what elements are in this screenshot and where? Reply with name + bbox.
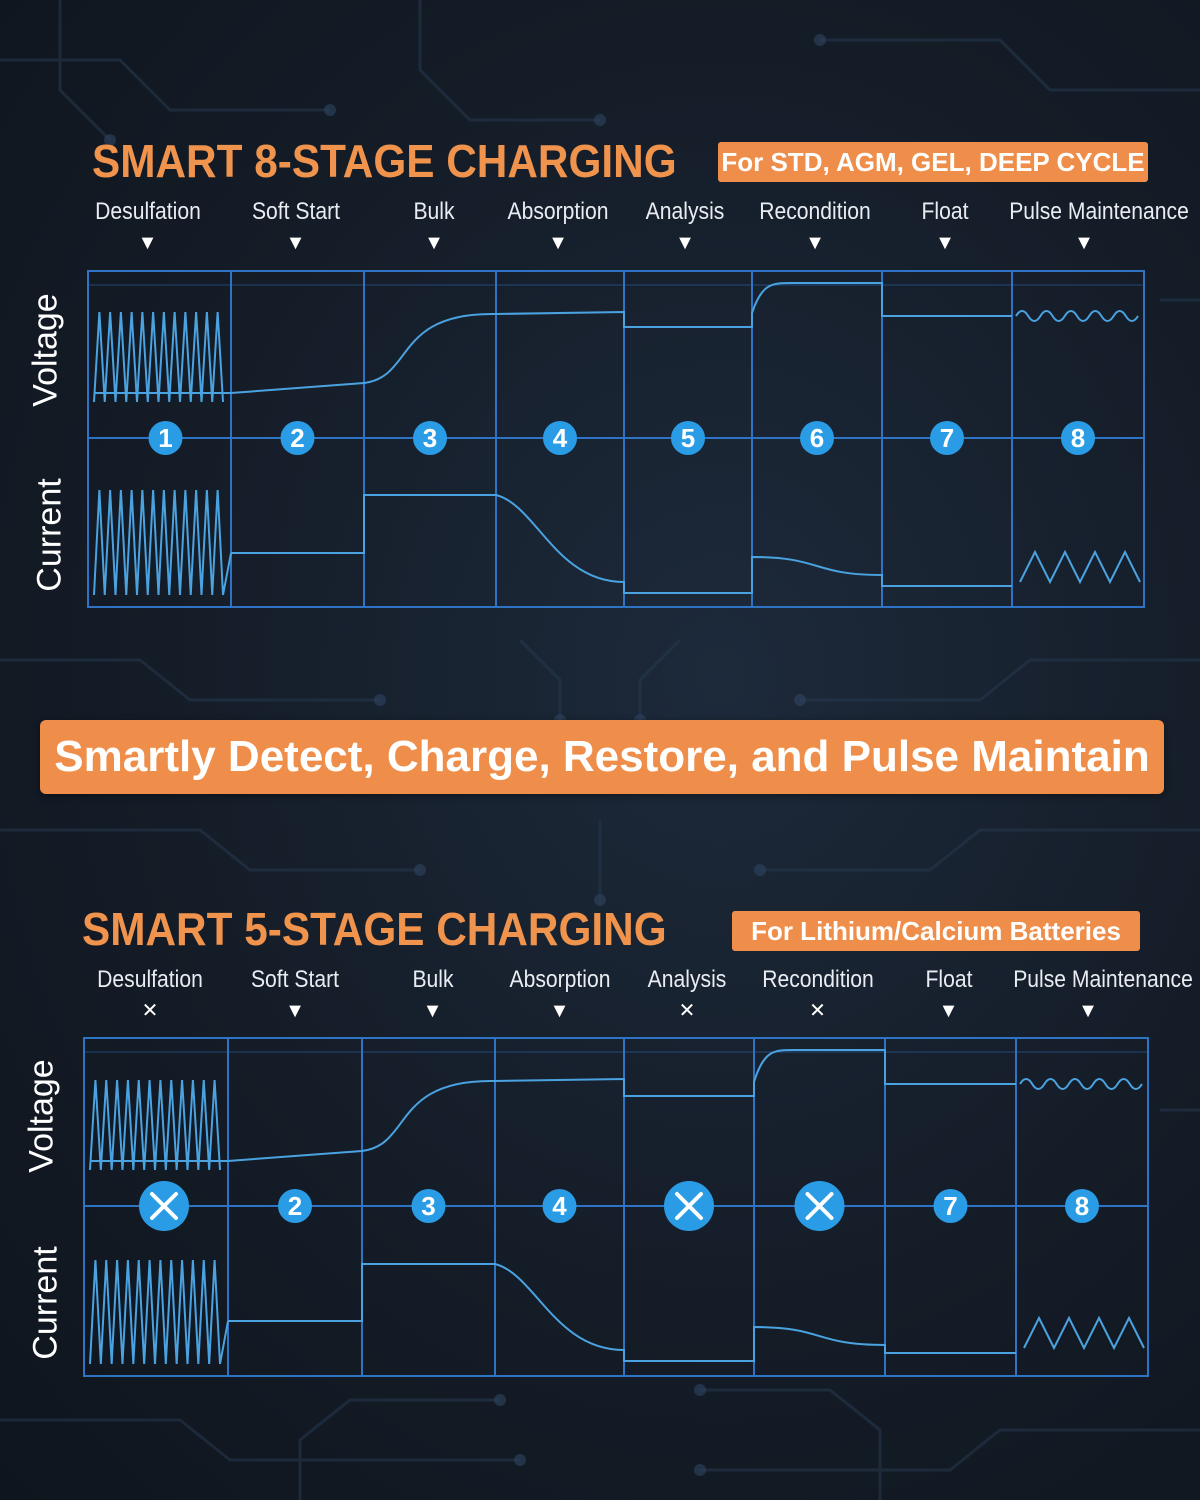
stage-marker-3: 3 xyxy=(413,421,447,455)
cross-icon: ✕ xyxy=(809,1000,826,1022)
pulse-voltage-ripple xyxy=(1015,310,1139,322)
stage-label-4: Absorption ▼ xyxy=(473,198,643,256)
stage-label-4: Absorption ▼ xyxy=(475,966,645,1024)
svg-text:1: 1 xyxy=(158,423,172,453)
stage-label-1: Desulfation ✕ xyxy=(65,966,235,1024)
svg-text:7: 7 xyxy=(943,1191,957,1221)
cross-icon: ✕ xyxy=(141,1000,159,1022)
stage-marker-4: 4 xyxy=(543,421,577,455)
down-triangle-icon: ▼ xyxy=(675,232,695,254)
desulfation-current-wave xyxy=(89,1259,229,1365)
stage-name: Desulfation xyxy=(94,198,201,225)
stage-label-2: Soft Start ▼ xyxy=(211,198,381,256)
stage-name: Analysis xyxy=(645,198,725,225)
stage-disabled-icon-1 xyxy=(139,1181,189,1231)
stage-marker-3: 3 xyxy=(411,1189,446,1223)
desulfation-current-wave xyxy=(93,489,232,596)
stage-disabled-icon-6 xyxy=(794,1181,845,1231)
svg-text:5: 5 xyxy=(681,423,695,453)
stage-name: Desulfation xyxy=(97,966,203,993)
stage-marker-1: 1 xyxy=(148,421,183,455)
down-triangle-icon: ▼ xyxy=(935,232,955,254)
svg-text:2: 2 xyxy=(290,423,304,453)
svg-text:3: 3 xyxy=(421,1191,435,1221)
stage-marker-7: 7 xyxy=(930,421,964,455)
stage-name: Recondition xyxy=(761,966,874,993)
down-triangle-icon: ▼ xyxy=(422,1000,443,1022)
svg-text:4: 4 xyxy=(553,423,568,453)
grid xyxy=(83,1037,1149,1377)
down-triangle-icon: ▼ xyxy=(285,232,306,254)
pulse-current-wave xyxy=(1019,549,1141,585)
svg-text:8: 8 xyxy=(1075,1191,1089,1221)
down-triangle-icon: ▼ xyxy=(805,232,825,254)
down-triangle-icon: ▼ xyxy=(1078,1000,1098,1022)
stage-name: Analysis xyxy=(647,966,727,993)
stage-marker-8: 8 xyxy=(1065,1189,1099,1223)
stage-name: Soft Start xyxy=(251,198,340,225)
stage-name: Recondition xyxy=(759,198,871,225)
down-triangle-icon: ▼ xyxy=(285,1000,305,1022)
stage-disabled-icon-5 xyxy=(664,1181,714,1231)
down-triangle-icon: ▼ xyxy=(1074,232,1094,254)
down-triangle-icon: ▼ xyxy=(137,232,158,254)
stage-name: Bulk xyxy=(413,198,455,225)
stage-marker-4: 4 xyxy=(542,1189,577,1223)
stage-marker-7: 7 xyxy=(933,1189,968,1223)
stage-name: Float xyxy=(921,198,969,225)
stage-marker-2: 2 xyxy=(280,421,315,455)
stage-marker-8: 8 xyxy=(1061,421,1095,455)
stage-label-1: Desulfation ▼ xyxy=(63,198,233,256)
stage-label-8: Pulse Maintenance ▼ xyxy=(999,198,1189,256)
down-triangle-icon: ▼ xyxy=(548,232,568,254)
current-curve xyxy=(228,1263,1016,1362)
stage-label-3: Bulk ▼ xyxy=(348,966,518,1024)
stage-label-3: Bulk ▼ xyxy=(349,198,519,256)
bottom-badge: For Lithium/Calcium Batteries xyxy=(732,911,1140,951)
stage-name: Float xyxy=(925,966,972,993)
tagline-banner: Smartly Detect, Charge, Restore, and Pul… xyxy=(40,720,1164,794)
stage-marker-2: 2 xyxy=(278,1189,312,1223)
pulse-voltage-ripple xyxy=(1019,1078,1143,1090)
svg-text:8: 8 xyxy=(1071,423,1085,453)
svg-text:4: 4 xyxy=(552,1191,567,1221)
voltage-curve xyxy=(94,282,1012,394)
svg-text:2: 2 xyxy=(288,1191,302,1221)
down-triangle-icon: ▼ xyxy=(938,1000,959,1022)
stage-label-5: Analysis ▼ xyxy=(600,198,770,256)
stage-marker-5: 5 xyxy=(671,421,705,455)
svg-text:6: 6 xyxy=(810,423,824,453)
stage-label-8: Pulse Maintenance ▼ xyxy=(1003,966,1193,1024)
svg-text:7: 7 xyxy=(940,423,954,453)
stage-name: Soft Start xyxy=(250,966,340,993)
stage-label-2: Soft Start ▼ xyxy=(210,966,380,1024)
stage-label-5: Analysis ✕ xyxy=(602,966,772,1024)
desulfation-voltage-wave xyxy=(93,311,224,403)
desulfation-voltage-wave xyxy=(89,1079,221,1171)
cross-icon: ✕ xyxy=(678,1000,696,1022)
svg-text:3: 3 xyxy=(423,423,437,453)
top-title: SMART 8-STAGE CHARGING xyxy=(92,135,677,187)
stage-name: Absorption xyxy=(507,198,609,225)
stage-label-6: Recondition ✕ xyxy=(733,966,903,1024)
stage-label-6: Recondition ▼ xyxy=(730,198,900,256)
bottom-title: SMART 5-STAGE CHARGING xyxy=(82,903,667,955)
stage-label-7: Float ▼ xyxy=(860,198,1030,256)
pulse-current-wave xyxy=(1023,1315,1145,1351)
stage-label-7: Float ▼ xyxy=(864,966,1034,1024)
top-badge: For STD, AGM, GEL, DEEP CYCLE xyxy=(718,142,1148,182)
current-curve xyxy=(231,494,1012,594)
down-triangle-icon: ▼ xyxy=(424,232,444,254)
stage-marker-6: 6 xyxy=(800,421,834,455)
stage-name: Absorption xyxy=(509,966,610,993)
down-triangle-icon: ▼ xyxy=(549,1000,570,1022)
voltage-curve xyxy=(90,1049,1016,1162)
stage-name: Bulk xyxy=(411,966,454,993)
